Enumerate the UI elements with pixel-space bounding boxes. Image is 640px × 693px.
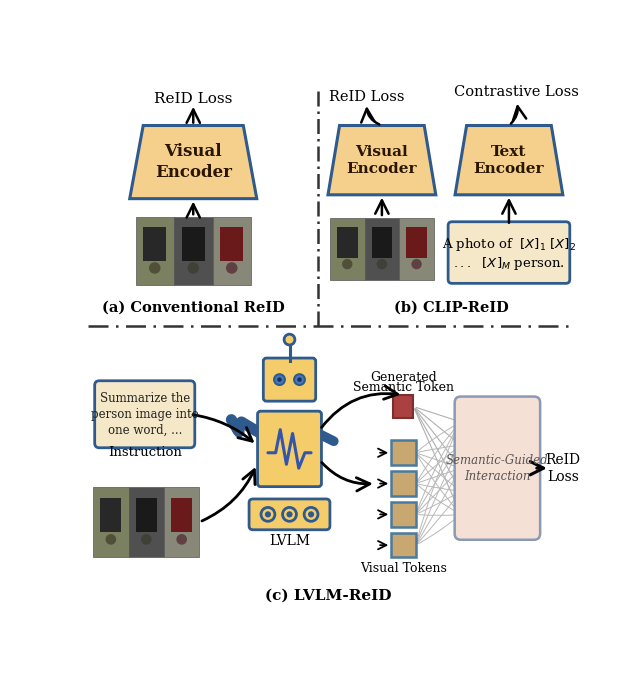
Circle shape <box>283 507 296 521</box>
Bar <box>139 498 145 511</box>
Bar <box>383 227 390 240</box>
Bar <box>157 227 164 241</box>
Text: ReID
Loss: ReID Loss <box>545 453 580 484</box>
Circle shape <box>149 262 161 274</box>
Bar <box>365 218 399 279</box>
Circle shape <box>377 259 387 270</box>
Text: Instruction: Instruction <box>108 446 182 459</box>
FancyBboxPatch shape <box>249 499 330 529</box>
Circle shape <box>342 259 353 270</box>
Text: ReID Loss: ReID Loss <box>329 90 404 104</box>
FancyBboxPatch shape <box>448 222 570 283</box>
Bar <box>371 227 392 258</box>
Text: Contrastive Loss: Contrastive Loss <box>454 85 579 99</box>
Text: Generated: Generated <box>370 371 437 384</box>
Bar <box>136 217 174 285</box>
Polygon shape <box>455 125 563 195</box>
Text: ReID Loss: ReID Loss <box>154 91 232 105</box>
Bar <box>147 227 154 241</box>
Bar <box>104 498 110 511</box>
Bar <box>113 498 119 511</box>
Text: Visual
Encoder: Visual Encoder <box>155 143 232 181</box>
Circle shape <box>177 534 187 545</box>
Bar <box>184 498 190 511</box>
Bar <box>394 395 413 418</box>
Bar <box>129 487 164 556</box>
Bar <box>224 227 231 241</box>
Bar <box>175 498 181 511</box>
Circle shape <box>284 334 295 345</box>
FancyBboxPatch shape <box>95 380 195 448</box>
Bar <box>143 227 166 261</box>
Circle shape <box>261 507 275 521</box>
Bar <box>375 227 381 240</box>
Circle shape <box>226 262 237 274</box>
Circle shape <box>308 511 314 518</box>
Bar <box>136 498 157 532</box>
FancyBboxPatch shape <box>391 502 416 527</box>
Circle shape <box>277 377 282 382</box>
Bar <box>171 498 193 532</box>
Bar <box>195 227 202 241</box>
Circle shape <box>297 377 302 382</box>
FancyBboxPatch shape <box>391 441 416 465</box>
Bar <box>174 217 212 285</box>
Bar <box>164 487 200 556</box>
Circle shape <box>274 374 285 385</box>
Circle shape <box>265 511 271 518</box>
Text: A photo of  $[\mathit{X}]_1$ $[\mathit{X}]_2$: A photo of $[\mathit{X}]_1$ $[\mathit{X}… <box>442 236 576 254</box>
Bar <box>406 227 427 258</box>
Text: Text
Encoder: Text Encoder <box>474 145 544 176</box>
FancyBboxPatch shape <box>391 533 416 557</box>
Circle shape <box>294 374 305 385</box>
FancyBboxPatch shape <box>257 411 321 486</box>
Text: Visual Tokens: Visual Tokens <box>360 562 447 574</box>
Bar <box>182 227 205 261</box>
Circle shape <box>141 534 152 545</box>
Bar <box>410 227 416 240</box>
Bar <box>399 218 434 279</box>
Bar <box>93 487 129 556</box>
Bar <box>419 227 424 240</box>
Bar <box>220 227 243 261</box>
Text: $...$  $[\mathit{X}]_M$ person.: $...$ $[\mathit{X}]_M$ person. <box>453 255 565 272</box>
Bar <box>212 217 251 285</box>
Circle shape <box>188 262 199 274</box>
Text: Summarize the
person image into
one word, ...: Summarize the person image into one word… <box>91 392 198 437</box>
FancyBboxPatch shape <box>263 358 316 401</box>
Text: Semantic Token: Semantic Token <box>353 381 454 394</box>
Text: (a) Conventional ReID: (a) Conventional ReID <box>102 301 285 315</box>
Circle shape <box>412 259 422 270</box>
Bar <box>234 227 241 241</box>
Polygon shape <box>328 125 436 195</box>
Polygon shape <box>130 125 257 199</box>
Text: (c) LVLM-ReID: (c) LVLM-ReID <box>265 588 391 602</box>
Bar <box>186 227 193 241</box>
Bar <box>148 498 154 511</box>
Text: Semantic-Guided
Interaction: Semantic-Guided Interaction <box>446 454 548 482</box>
Circle shape <box>304 507 318 521</box>
Circle shape <box>287 511 292 518</box>
Bar <box>349 227 355 240</box>
Bar <box>100 498 122 532</box>
Text: Visual
Encoder: Visual Encoder <box>347 145 417 176</box>
Text: LVLM: LVLM <box>269 534 310 548</box>
Bar <box>340 227 346 240</box>
Bar <box>330 218 365 279</box>
FancyBboxPatch shape <box>454 396 540 540</box>
FancyBboxPatch shape <box>391 471 416 496</box>
Circle shape <box>106 534 116 545</box>
Text: (b) CLIP-ReID: (b) CLIP-ReID <box>394 301 509 315</box>
Bar <box>337 227 358 258</box>
